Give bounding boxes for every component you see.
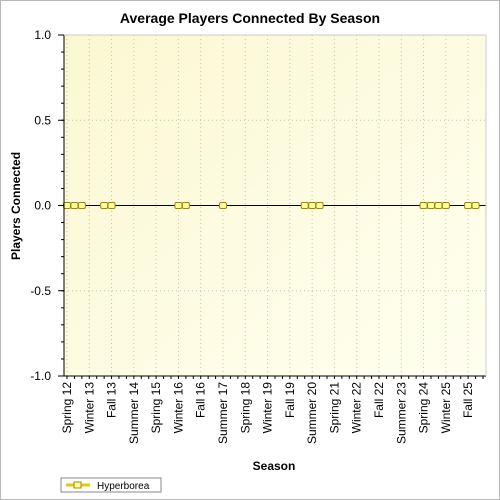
x-tick-label: Fall 13 — [105, 382, 119, 418]
x-tick-label: Spring 24 — [417, 382, 431, 434]
data-point — [63, 202, 71, 209]
x-tick-label: Spring 15 — [149, 382, 163, 434]
x-axis-label: Season — [253, 459, 296, 473]
axes — [58, 34, 487, 379]
legend-swatch-marker — [73, 481, 82, 489]
x-tick-label: Winter 25 — [439, 382, 453, 434]
data-point — [300, 202, 309, 209]
x-tick-label: Spring 18 — [238, 382, 252, 434]
x-tick-label: Fall 16 — [194, 382, 208, 418]
data-point — [464, 202, 473, 209]
x-tick-label: Fall 25 — [461, 382, 475, 418]
legend: Hyperborea — [60, 477, 162, 493]
x-tick-label: Spring 12 — [60, 382, 74, 434]
grid-lines — [64, 34, 486, 377]
chart-title: Average Players Connected By Season — [120, 10, 380, 26]
y-tick-label: 0.0 — [34, 199, 51, 213]
y-tick-label: -1.0 — [30, 369, 51, 383]
data-point — [77, 202, 86, 209]
data-point — [174, 202, 183, 209]
x-tick-label: Summer 14 — [127, 382, 141, 444]
data-point — [315, 202, 324, 209]
series-hyperborea — [63, 202, 480, 209]
y-tick-labels: 1.0 0.5 0.0 -0.5 -1.0 — [30, 28, 51, 383]
data-point — [219, 202, 227, 209]
x-tick-label: Winter 16 — [171, 382, 185, 434]
y-axis-label: Players Connected — [9, 152, 23, 260]
x-tick-label: Summer 20 — [305, 382, 319, 444]
x-tick-label: Fall 22 — [372, 382, 386, 418]
x-tick-label: Summer 17 — [216, 382, 230, 444]
x-tick-label: Winter 13 — [82, 382, 96, 434]
data-point — [419, 202, 428, 209]
data-point — [181, 202, 190, 209]
x-tick-label: Winter 22 — [350, 382, 364, 434]
data-point — [471, 202, 480, 209]
y-tick-label: -0.5 — [30, 284, 51, 298]
legend-entry-hyperborea: Hyperborea — [97, 481, 150, 492]
x-tick-labels: Spring 12 Winter 13 Fall 13 Summer 14 Spring… — [60, 382, 475, 444]
y-tick-label: 0.5 — [34, 113, 51, 127]
data-point — [107, 202, 116, 209]
data-point — [427, 202, 435, 209]
data-point — [70, 202, 79, 209]
x-tick-label: Spring 21 — [327, 382, 341, 434]
data-point — [308, 202, 317, 209]
data-point — [434, 202, 443, 209]
x-tick-label: Fall 19 — [283, 382, 297, 418]
legend-box — [60, 477, 162, 493]
data-point — [100, 202, 109, 209]
data-point — [441, 202, 450, 209]
y-tick-label: 1.0 — [34, 28, 51, 42]
x-tick-label: Winter 19 — [261, 382, 275, 434]
x-tick-label: Summer 23 — [394, 382, 408, 444]
